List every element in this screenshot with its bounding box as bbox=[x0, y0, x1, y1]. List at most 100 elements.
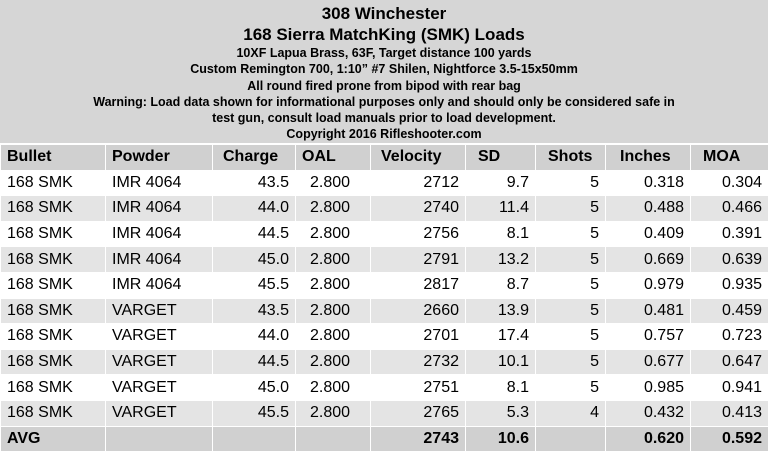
table-cell: 45.0 bbox=[212, 246, 296, 273]
column-header: Velocity bbox=[370, 144, 466, 171]
table-cell: 5 bbox=[535, 323, 606, 350]
table-cell: 0.481 bbox=[605, 297, 691, 325]
table-cell: 44.0 bbox=[212, 195, 296, 222]
table-cell: 0.639 bbox=[690, 246, 768, 273]
table-cell: 0.723 bbox=[690, 323, 768, 350]
table-cell: 5 bbox=[535, 195, 606, 222]
table-cell: 0.459 bbox=[690, 297, 768, 325]
table-cell: 5 bbox=[535, 348, 606, 376]
header: 308 Winchester 168 Sierra MatchKing (SMK… bbox=[0, 0, 768, 143]
summary-cell: 0.592 bbox=[690, 425, 768, 453]
table-cell: 0.935 bbox=[690, 271, 768, 299]
empty-cell bbox=[105, 425, 213, 453]
table-cell: 43.5 bbox=[212, 169, 296, 197]
table-row: 168 SMK IMR 4064 44.0 2.800 2740 11.4 5 0.488 0.… bbox=[0, 195, 768, 222]
table-row: 168 SMK IMR 4064 43.5 2.800 2712 9.7 5 0.318 0.3… bbox=[0, 169, 768, 197]
table-cell: IMR 4064 bbox=[105, 169, 213, 197]
summary-cell: 0.620 bbox=[605, 425, 691, 453]
table-cell: 2732 bbox=[370, 348, 466, 376]
table-cell: 0.979 bbox=[605, 271, 691, 299]
table-cell: 45.0 bbox=[212, 374, 296, 401]
table-cell: 0.391 bbox=[690, 220, 768, 248]
table-cell: 5 bbox=[535, 169, 606, 197]
header-line: 10XF Lapua Brass, 63F, Target distance 1… bbox=[236, 46, 532, 60]
column-header: Charge bbox=[212, 144, 296, 171]
table-cell: 2740 bbox=[370, 195, 466, 222]
title: 308 Winchester bbox=[321, 4, 447, 23]
header-line: Copyright 2016 Rifleshooter.com bbox=[286, 127, 482, 142]
table-cell: 168 SMK bbox=[0, 195, 106, 222]
table-cell: 0.669 bbox=[605, 246, 691, 273]
table-cell: 168 SMK bbox=[0, 348, 106, 376]
table-cell: 168 SMK bbox=[0, 271, 106, 299]
table-row: 168 SMK IMR 4064 44.5 2.800 2756 8.1 5 0.409 0.3… bbox=[0, 220, 768, 248]
subtitle: 168 Sierra MatchKing (SMK) Loads bbox=[243, 25, 525, 44]
table-cell: 0.304 bbox=[690, 169, 768, 197]
table-cell: 13.9 bbox=[465, 297, 536, 325]
table-cell: 2.800 bbox=[295, 399, 371, 427]
table-cell: VARGET bbox=[105, 323, 213, 350]
table-cell: 0.413 bbox=[690, 399, 768, 427]
table-row: 168 SMK VARGET 45.5 2.800 2765 5.3 4 0.432 0.413 bbox=[0, 399, 768, 427]
table-cell: 45.5 bbox=[212, 271, 296, 299]
table-cell: 44.5 bbox=[212, 220, 296, 248]
table-cell: VARGET bbox=[105, 297, 213, 325]
column-header: OAL bbox=[295, 144, 371, 171]
table-cell: 10.1 bbox=[465, 348, 536, 376]
table-cell: 0.466 bbox=[690, 195, 768, 222]
table-cell: IMR 4064 bbox=[105, 271, 213, 299]
table-cell: 8.7 bbox=[465, 271, 536, 299]
empty-cell bbox=[535, 425, 606, 453]
table-cell: 4 bbox=[535, 399, 606, 427]
table-cell: 2791 bbox=[370, 246, 466, 273]
table-row: 168 SMK IMR 4064 45.0 2.800 2791 13.2 5 0.669 0.… bbox=[0, 246, 768, 273]
column-header: Powder bbox=[105, 144, 213, 171]
table-cell: 2817 bbox=[370, 271, 466, 299]
table-cell: 44.0 bbox=[212, 323, 296, 350]
table-cell: 45.5 bbox=[212, 399, 296, 427]
table-cell: 5 bbox=[535, 220, 606, 248]
table-cell: IMR 4064 bbox=[105, 195, 213, 222]
table-cell: 168 SMK bbox=[0, 246, 106, 273]
table-cell: 9.7 bbox=[465, 169, 536, 197]
summary-cell: 10.6 bbox=[465, 425, 536, 453]
table-cell: 8.1 bbox=[465, 220, 536, 248]
table-cell: IMR 4064 bbox=[105, 220, 213, 248]
load-table: Bullet Powder Charge OAL Velocity SD Shots Inch… bbox=[0, 144, 768, 453]
table-cell: 0.432 bbox=[605, 399, 691, 427]
column-header: Inches bbox=[605, 144, 691, 171]
table-cell: 2.800 bbox=[295, 297, 371, 325]
table-cell: 11.4 bbox=[465, 195, 536, 222]
table-cell: 2756 bbox=[370, 220, 466, 248]
column-header: Bullet bbox=[0, 144, 106, 171]
header-line: Custom Remington 700, 1:10” #7 Shilen, N… bbox=[190, 62, 578, 77]
table-cell: 2.800 bbox=[295, 169, 371, 197]
table-cell: 168 SMK bbox=[0, 297, 106, 325]
table-cell: 2.800 bbox=[295, 323, 371, 350]
table-cell: 5 bbox=[535, 297, 606, 325]
table-cell: 2712 bbox=[370, 169, 466, 197]
table-cell: 0.941 bbox=[690, 374, 768, 401]
header-line: All round fired prone from bipod with re… bbox=[247, 78, 521, 93]
summary-cell: AVG bbox=[0, 425, 106, 453]
summary-cell: 2743 bbox=[370, 425, 466, 453]
table-cell: 5 bbox=[535, 374, 606, 401]
table-cell: 44.5 bbox=[212, 348, 296, 376]
column-header: MOA bbox=[690, 144, 768, 171]
table-cell: 8.1 bbox=[465, 374, 536, 401]
empty-cell bbox=[295, 425, 371, 453]
table-cell: VARGET bbox=[105, 399, 213, 427]
table-cell: 2.800 bbox=[295, 195, 371, 222]
table-cell: 2701 bbox=[370, 323, 466, 350]
table-cell: 2660 bbox=[370, 297, 466, 325]
table-row: 168 SMK VARGET 44.0 2.800 2701 17.4 5 0.757 0.72… bbox=[0, 323, 768, 350]
table-cell: 168 SMK bbox=[0, 399, 106, 427]
table-cell: 168 SMK bbox=[0, 323, 106, 350]
header-line: test gun, consult load manuals prior to … bbox=[212, 111, 556, 126]
table-cell: IMR 4064 bbox=[105, 246, 213, 273]
table-cell: 2.800 bbox=[295, 246, 371, 273]
table-cell: 0.677 bbox=[605, 348, 691, 376]
table-cell: 168 SMK bbox=[0, 374, 106, 401]
header-row: Bullet Powder Charge OAL Velocity SD Shots Inch… bbox=[0, 144, 768, 171]
